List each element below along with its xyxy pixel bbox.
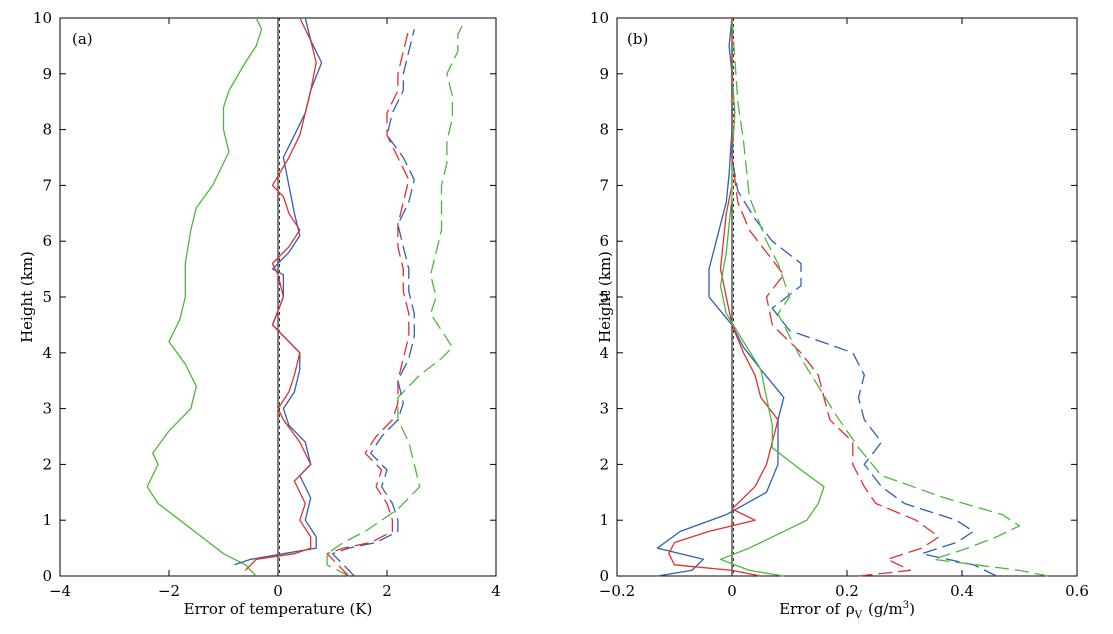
panel-a-x-tick-label: −2 <box>158 582 180 600</box>
panel-a-series-red-solid <box>244 17 317 571</box>
panel-b-x-tick-label: 0.6 <box>1065 582 1089 600</box>
panel-a-x-tick-label: 0 <box>273 582 283 600</box>
panel-a-y-tick-label: 4 <box>42 344 52 362</box>
x-title-symbol: ρ <box>846 600 855 618</box>
panel-a-y-tick-label: 0 <box>42 567 52 585</box>
panel-a-y-tick-label: 7 <box>42 176 52 194</box>
panel-a-series-green-dashed <box>326 23 464 577</box>
panel-b-x-tick-label: −0.2 <box>599 582 635 600</box>
x-title-unit: (g/m <box>868 600 903 618</box>
panel-a-y-tick-label: 2 <box>42 455 52 473</box>
panel-b-y-tick-label: 4 <box>599 344 609 362</box>
panel-a-label: (a) <box>72 30 93 48</box>
panel-a-x-tick-label: 2 <box>382 582 392 600</box>
panel-a-y-tick-label: 1 <box>42 511 52 529</box>
panel-b-y-tick-label: 7 <box>599 176 609 194</box>
panel-b-x-tick-label: 0.4 <box>950 582 974 600</box>
panel-a-y-tick-label: 9 <box>42 65 52 83</box>
panel-b-x-axis-title: Error of ρV (g/m3) <box>779 600 915 621</box>
panel-a-y-tick-label: 10 <box>33 9 52 27</box>
x-title-prefix: Error of <box>779 600 841 618</box>
panel-b-series <box>656 17 1049 577</box>
panel-a-x-tick-label: 4 <box>491 582 501 600</box>
panel-a-series-red-dashed <box>326 29 410 577</box>
panel-b-y-tick-label: 2 <box>599 455 609 473</box>
panel-b-label: (b) <box>627 30 648 48</box>
panel-b-y-tick-label: 10 <box>590 9 609 27</box>
panel-a-y-tick-label: 8 <box>42 121 52 139</box>
panel-a-series-green-solid <box>146 17 263 577</box>
panel-a-y-tick-label: 6 <box>42 232 52 250</box>
panel-b-series-red-dashed <box>731 18 940 577</box>
panel-b-series-green-dashed <box>731 17 1049 577</box>
panel-b-y-tick-label: 0 <box>599 567 609 585</box>
panel-b-y-tick-label: 9 <box>599 65 609 83</box>
x-title-close: ) <box>909 600 915 618</box>
panel-b-x-tick-label: 0.2 <box>835 582 859 600</box>
panel-a-ticks: −4 −2 0 2 4 0 1 2 3 4 5 6 7 8 9 10 <box>33 9 501 600</box>
panel-a-x-axis-title: Error of temperature (K) <box>184 600 373 618</box>
panel-a: (a) Error of temperature (K) Height (km)… <box>18 9 501 618</box>
panel-a-y-tick-label: 3 <box>42 400 52 418</box>
panel-b-x-tick-label: 0 <box>727 582 737 600</box>
panel-b-series-blue-solid <box>656 17 785 577</box>
panel-b: (b) Error of ρV (g/m3) Height (km) −0.2 0 0.… <box>590 9 1089 621</box>
panel-b-y-tick-label: 1 <box>599 511 609 529</box>
panel-b-series-blue-dashed <box>731 18 997 577</box>
panel-b-series-green-solid <box>719 18 825 577</box>
panel-b-y-tick-label: 3 <box>599 400 609 418</box>
panel-a-series-blue-dashed <box>331 29 415 577</box>
panel-a-series <box>146 17 464 577</box>
panel-b-y-axis-title: Height (km) <box>596 251 614 343</box>
panel-a-y-tick-label: 5 <box>42 288 52 306</box>
panel-a-x-tick-label: −4 <box>49 582 71 600</box>
panel-a-y-axis-title: Height (km) <box>18 251 36 343</box>
panel-b-y-tick-label: 6 <box>599 232 609 250</box>
x-title-subscript: V <box>854 610 863 621</box>
x-title-superscript: 3 <box>903 600 909 611</box>
panel-b-y-tick-label: 5 <box>599 288 609 306</box>
panel-b-y-tick-label: 8 <box>599 121 609 139</box>
panel-b-plot-area <box>616 17 1078 577</box>
